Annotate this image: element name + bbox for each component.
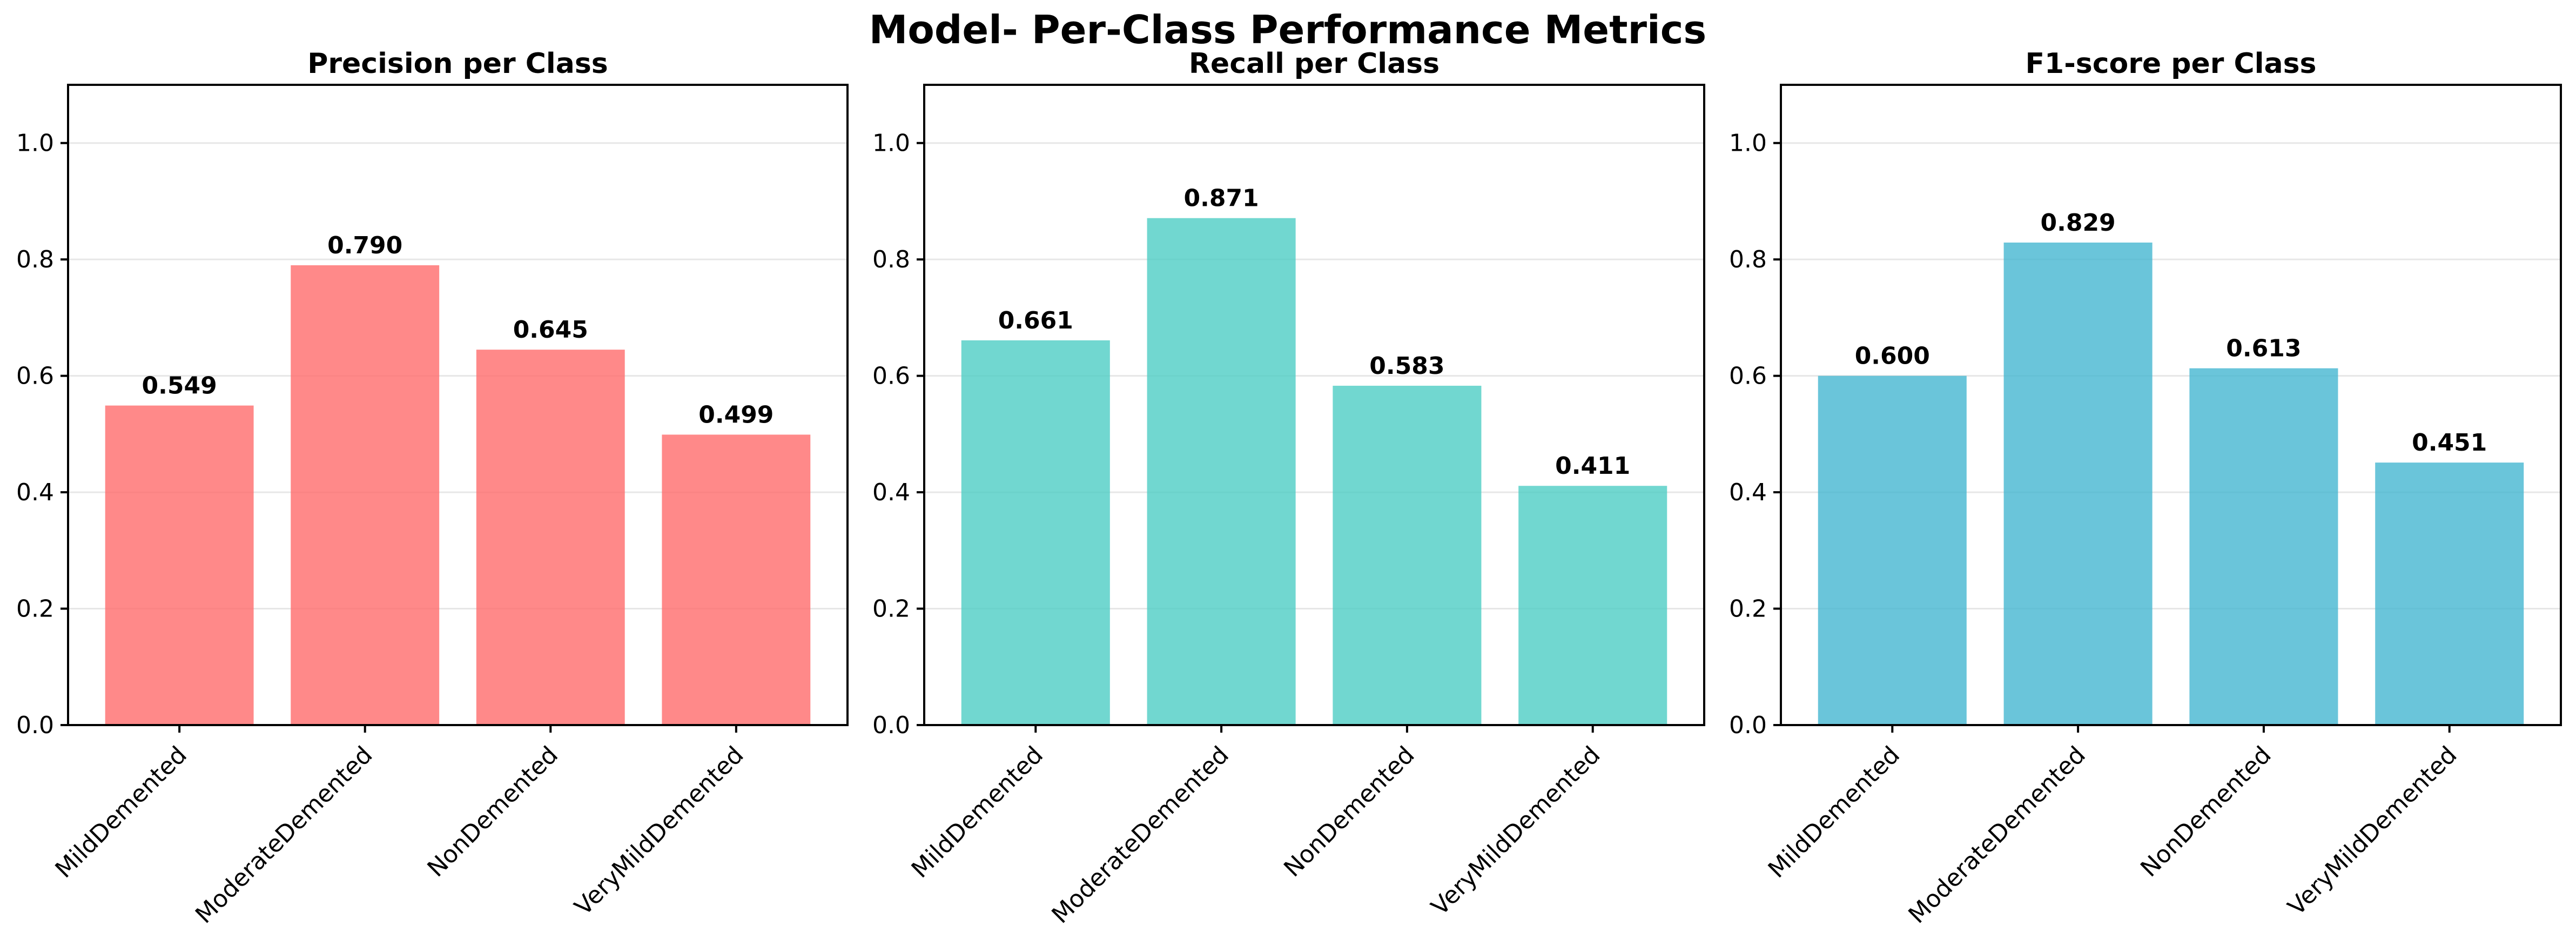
- chart-panel-3: 0.600 0.829 0.613 0.451 0.0 0.2 0.4 0.6 0.8 1.0 Mi…: [1729, 48, 2562, 929]
- bar-value-label: 0.583: [1369, 352, 1444, 380]
- y-tick-label: 0.6: [872, 363, 910, 390]
- x-tick-label: VeryMildDemented: [569, 741, 749, 921]
- bar-value-label: 0.411: [1555, 452, 1630, 480]
- bar-verymilddemented: [662, 434, 811, 725]
- chart-panel-1: 0.549 0.790 0.645 0.499 0.0 0.2 0.4 0.6 0.8 1.0 Mi…: [16, 48, 849, 929]
- y-tick-label: 0.0: [872, 712, 910, 739]
- axes-frame: [923, 84, 1705, 726]
- bar-value-label: 0.790: [327, 232, 402, 259]
- bar-value-label: 0.613: [2226, 335, 2301, 363]
- y-tick-label: 0.4: [1729, 479, 1767, 506]
- x-tick-label: MildDemented: [50, 741, 192, 883]
- bar-nondemented: [1333, 385, 1482, 725]
- y-tick-label: 0.6: [1729, 363, 1767, 390]
- bar-value-label: 0.871: [1184, 185, 1259, 212]
- bar-milddemented: [1818, 376, 1967, 725]
- bar-milddemented: [961, 340, 1110, 725]
- y-tick-label: 0.4: [872, 479, 910, 506]
- bar-milddemented: [105, 405, 254, 725]
- y-tick-label: 1.0: [872, 130, 910, 157]
- bar-value-label: 0.829: [2041, 209, 2116, 237]
- y-tick-label: 0.2: [872, 595, 910, 623]
- x-tick-label: VeryMildDemented: [1426, 741, 1606, 921]
- y-tick-label: 0.0: [1729, 712, 1767, 739]
- bar-value-label: 0.549: [142, 372, 217, 400]
- axes-frame: [1780, 84, 2562, 726]
- x-tick-label: MildDemented: [1763, 741, 1905, 883]
- y-tick-label: 0.8: [1729, 246, 1767, 273]
- x-tick-label: VeryMildDemented: [2283, 741, 2463, 921]
- panel-title: F1-score per Class: [2025, 48, 2316, 80]
- chart-panel-2: 0.661 0.871 0.583 0.411 0.0 0.2 0.4 0.6 0.8 1.0 Mi…: [872, 48, 1705, 929]
- bar-value-label: 0.645: [513, 316, 588, 344]
- y-tick-label: 0.0: [16, 712, 54, 739]
- panels: 0.549 0.790 0.645 0.499 0.0 0.2 0.4 0.6 0.8 1.0 Mi…: [16, 48, 2562, 929]
- x-tick-label: MildDemented: [906, 741, 1048, 883]
- y-tick-label: 0.8: [16, 246, 54, 273]
- figure-title: Model- Per-Class Performance Metrics: [869, 7, 1706, 52]
- bar-moderatedemented: [291, 265, 440, 725]
- bar-value-label: 0.661: [998, 307, 1073, 334]
- y-tick-label: 0.8: [872, 246, 910, 273]
- bar-nondemented: [476, 350, 625, 725]
- x-tick-label: NonDemented: [2135, 741, 2276, 882]
- axes-frame: [67, 84, 849, 726]
- panel-title: Precision per Class: [307, 48, 608, 80]
- y-tick-label: 0.4: [16, 479, 54, 506]
- y-tick-label: 1.0: [1729, 130, 1767, 157]
- bar-nondemented: [2189, 368, 2338, 725]
- bar-value-label: 0.451: [2412, 429, 2487, 457]
- bar-moderatedemented: [2003, 242, 2153, 725]
- bar-verymilddemented: [1518, 486, 1667, 725]
- bar-value-label: 0.499: [698, 401, 774, 428]
- panel-title: Recall per Class: [1189, 48, 1440, 80]
- x-tick-label: ModerateDemented: [190, 741, 378, 929]
- x-tick-label: ModerateDemented: [1903, 741, 2090, 929]
- x-tick-label: NonDemented: [422, 741, 563, 882]
- y-tick-label: 0.2: [1729, 595, 1767, 623]
- bar-moderatedemented: [1147, 218, 1296, 726]
- y-tick-label: 1.0: [16, 130, 54, 157]
- bar-value-label: 0.600: [1855, 343, 1930, 370]
- bar-verymilddemented: [2375, 462, 2524, 725]
- x-tick-label: NonDemented: [1279, 741, 1420, 882]
- y-tick-label: 0.6: [16, 363, 54, 390]
- x-tick-label: ModerateDemented: [1046, 741, 1234, 929]
- y-tick-label: 0.2: [16, 595, 54, 623]
